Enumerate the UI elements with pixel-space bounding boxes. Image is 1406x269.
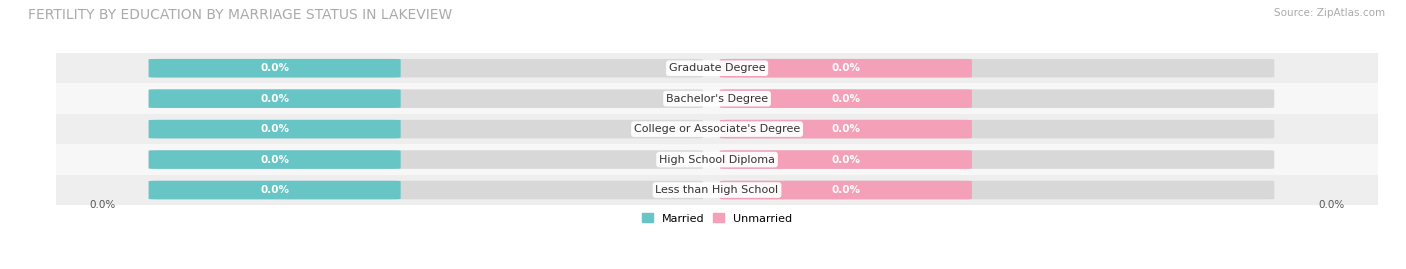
Text: 0.0%: 0.0%: [831, 155, 860, 165]
Bar: [56, 144, 1378, 175]
FancyBboxPatch shape: [720, 181, 972, 199]
Text: 0.0%: 0.0%: [831, 124, 860, 134]
Text: 0.0%: 0.0%: [260, 63, 290, 73]
Text: Less than High School: Less than High School: [655, 185, 779, 195]
FancyBboxPatch shape: [720, 150, 1274, 169]
FancyBboxPatch shape: [720, 89, 1274, 108]
FancyBboxPatch shape: [149, 59, 703, 77]
Text: 0.0%: 0.0%: [260, 185, 290, 195]
Text: 0.0%: 0.0%: [260, 124, 290, 134]
Text: Bachelor's Degree: Bachelor's Degree: [666, 94, 768, 104]
Text: 0.0%: 0.0%: [260, 94, 290, 104]
FancyBboxPatch shape: [149, 89, 401, 108]
Bar: [56, 83, 1378, 114]
FancyBboxPatch shape: [149, 150, 401, 169]
FancyBboxPatch shape: [149, 181, 703, 199]
Text: Graduate Degree: Graduate Degree: [669, 63, 765, 73]
FancyBboxPatch shape: [720, 150, 972, 169]
FancyBboxPatch shape: [720, 120, 972, 139]
FancyBboxPatch shape: [149, 120, 401, 139]
Legend: Married, Unmarried: Married, Unmarried: [641, 213, 793, 224]
FancyBboxPatch shape: [149, 59, 401, 77]
FancyBboxPatch shape: [149, 181, 401, 199]
Text: 0.0%: 0.0%: [90, 200, 117, 210]
FancyBboxPatch shape: [149, 150, 703, 169]
Text: Source: ZipAtlas.com: Source: ZipAtlas.com: [1274, 8, 1385, 18]
FancyBboxPatch shape: [149, 89, 703, 108]
Text: 0.0%: 0.0%: [831, 185, 860, 195]
FancyBboxPatch shape: [720, 181, 1274, 199]
FancyBboxPatch shape: [720, 59, 972, 77]
Text: 0.0%: 0.0%: [831, 94, 860, 104]
Bar: [56, 53, 1378, 83]
FancyBboxPatch shape: [149, 120, 703, 139]
Text: 0.0%: 0.0%: [260, 155, 290, 165]
FancyBboxPatch shape: [720, 89, 972, 108]
Bar: [56, 114, 1378, 144]
FancyBboxPatch shape: [720, 120, 1274, 139]
FancyBboxPatch shape: [720, 59, 1274, 77]
Text: 0.0%: 0.0%: [831, 63, 860, 73]
Text: High School Diploma: High School Diploma: [659, 155, 775, 165]
Text: FERTILITY BY EDUCATION BY MARRIAGE STATUS IN LAKEVIEW: FERTILITY BY EDUCATION BY MARRIAGE STATU…: [28, 8, 453, 22]
Text: College or Associate's Degree: College or Associate's Degree: [634, 124, 800, 134]
Text: 0.0%: 0.0%: [1317, 200, 1344, 210]
Bar: [56, 175, 1378, 205]
